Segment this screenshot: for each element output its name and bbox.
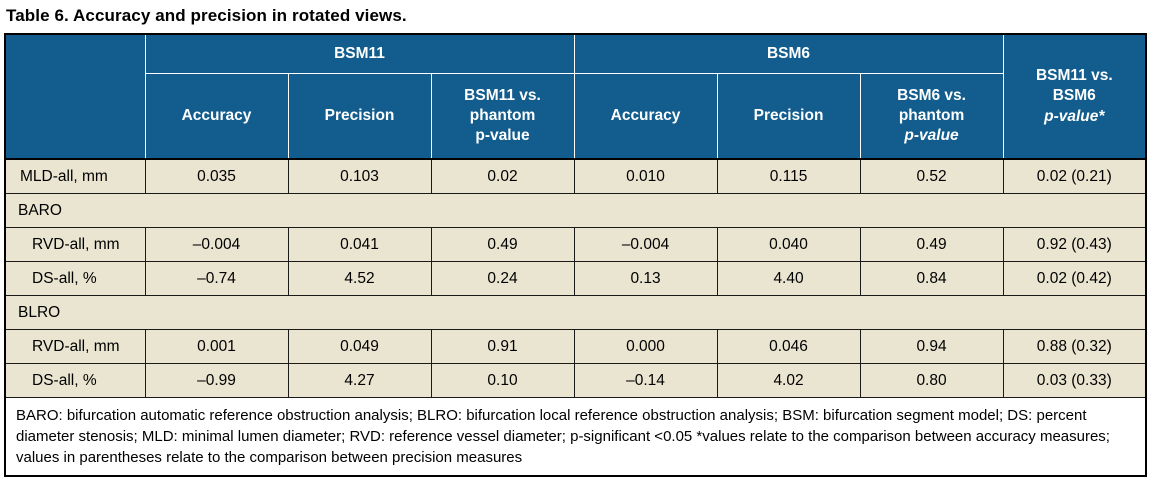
table-footnote: BARO: bifurcation automatic reference ob… [4, 397, 1147, 477]
cell-value: 0.49 [859, 227, 1004, 262]
results-table: BSM11 BSM6 BSM11 vs. BSM6 p-value* Accur… [4, 33, 1148, 477]
section-row-blro: BLRO [4, 295, 1147, 330]
section-label: BARO [4, 193, 1147, 228]
cell-value: –0.004 [144, 227, 289, 262]
column-header-precision-bsm6: Precision [716, 73, 861, 160]
cell-value: 0.13 [573, 261, 718, 296]
corner-cell [4, 33, 146, 160]
header-pvalue: p-value [904, 127, 959, 145]
cell-value: 0.02 [430, 158, 575, 194]
cell-value: 4.52 [287, 261, 432, 296]
column-header-bsm6-vs-phantom: BSM6 vs. phantom p-value [859, 73, 1004, 160]
header-text: Accuracy [181, 106, 252, 124]
cell-value: 0.010 [573, 158, 718, 194]
table-row-mld-all: MLD-all, mm 0.035 0.103 0.02 0.010 0.115… [4, 158, 1147, 194]
header-text: Precision [753, 106, 824, 124]
header-text: BSM6 vs. phantom [897, 86, 966, 124]
table-row-ds-all-blro: DS-all, % –0.99 4.27 0.10 –0.14 4.02 0.8… [4, 363, 1147, 398]
cell-value: 0.103 [287, 158, 432, 194]
footnote-row: BARO: bifurcation automatic reference ob… [4, 397, 1147, 477]
cell-value: 0.001 [144, 329, 289, 364]
row-label: DS-all, % [4, 363, 146, 398]
page: Table 6. Accuracy and precision in rotat… [4, 6, 1148, 477]
cell-value: 0.92 (0.43) [1002, 227, 1147, 262]
header-text: Precision [324, 106, 395, 124]
table-row-rvd-all-baro: RVD-all, mm –0.004 0.041 0.49 –0.004 0.0… [4, 227, 1147, 262]
column-header-precision-bsm11: Precision [287, 73, 432, 160]
section-row-baro: BARO [4, 193, 1147, 228]
column-header-accuracy-bsm6: Accuracy [573, 73, 718, 160]
cell-value: 0.88 (0.32) [1002, 329, 1147, 364]
row-label: RVD-all, mm [4, 227, 146, 262]
cell-value: 0.84 [859, 261, 1004, 296]
cell-value: 0.046 [716, 329, 861, 364]
cell-value: 0.91 [430, 329, 575, 364]
table-header: BSM11 BSM6 BSM11 vs. BSM6 p-value* Accur… [4, 33, 1147, 160]
header-pvalue: p-value* [1044, 107, 1105, 125]
column-header-bsm11-vs-bsm6: BSM11 vs. BSM6 p-value* [1002, 33, 1147, 160]
header-text: Accuracy [610, 106, 681, 124]
table-title: Table 6. Accuracy and precision in rotat… [6, 6, 407, 25]
section-label: BLRO [4, 295, 1147, 330]
column-header-accuracy-bsm11: Accuracy [144, 73, 289, 160]
row-label: DS-all, % [4, 261, 146, 296]
cell-value: 0.000 [573, 329, 718, 364]
cell-value: 0.52 [859, 158, 1004, 194]
header-pvalue: p-value [475, 127, 530, 145]
table-row-rvd-all-blro: RVD-all, mm 0.001 0.049 0.91 0.000 0.046… [4, 329, 1147, 364]
cell-value: 0.040 [716, 227, 861, 262]
cell-value: –0.004 [573, 227, 718, 262]
cell-value: 0.94 [859, 329, 1004, 364]
cell-value: 0.24 [430, 261, 575, 296]
table-row-ds-all-baro: DS-all, % –0.74 4.52 0.24 0.13 4.40 0.84… [4, 261, 1147, 296]
row-label: RVD-all, mm [4, 329, 146, 364]
header-text: BSM11 vs. phantom [464, 86, 541, 124]
cell-value: 0.115 [716, 158, 861, 194]
cell-value: 4.27 [287, 363, 432, 398]
cell-value: –0.14 [573, 363, 718, 398]
cell-value: 0.80 [859, 363, 1004, 398]
cell-value: 0.02 (0.42) [1002, 261, 1147, 296]
row-label: MLD-all, mm [4, 158, 146, 194]
group-header-bsm11: BSM11 [144, 33, 575, 74]
cell-value: 0.035 [144, 158, 289, 194]
column-header-bsm11-vs-phantom: BSM11 vs. phantom p-value [430, 73, 575, 160]
group-header-bsm6: BSM6 [573, 33, 1004, 74]
header-group-row: BSM11 BSM6 BSM11 vs. BSM6 p-value* [4, 33, 1147, 160]
header-sub-row: Accuracy Precision BSM11 vs. phantom p-v… [5, 73, 1146, 160]
cell-value: 0.10 [430, 363, 575, 398]
cell-value: 4.02 [716, 363, 861, 398]
cell-value: 4.40 [716, 261, 861, 296]
table-body: MLD-all, mm 0.035 0.103 0.02 0.010 0.115… [4, 158, 1147, 477]
cell-value: 0.03 (0.33) [1002, 363, 1147, 398]
cell-value: 0.049 [287, 329, 432, 364]
cell-value: 0.041 [287, 227, 432, 262]
header-text: BSM11 vs. BSM6 [1035, 67, 1113, 105]
cell-value: 0.02 (0.21) [1002, 158, 1147, 194]
cell-value: –0.74 [144, 261, 289, 296]
cell-value: 0.49 [430, 227, 575, 262]
cell-value: –0.99 [144, 363, 289, 398]
